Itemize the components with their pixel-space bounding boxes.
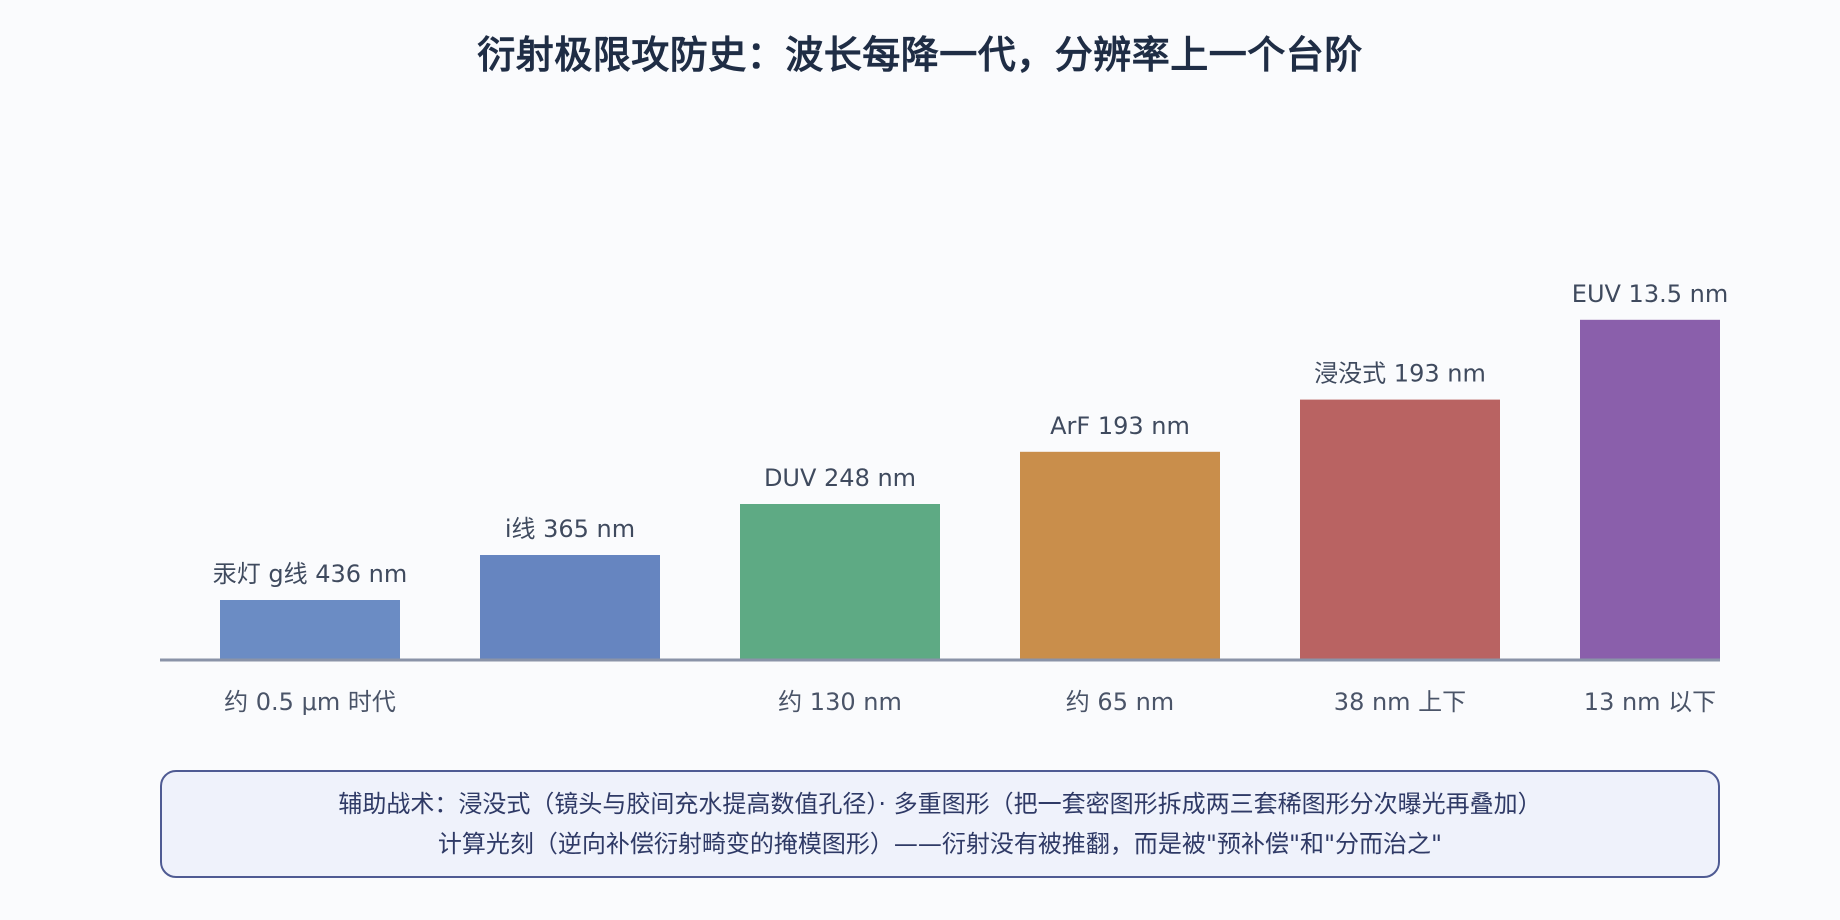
notes-box: 辅助战术：浸没式（镜头与胶间充水提高数值孔径）· 多重图形（把一套密图形拆成两三…: [160, 770, 1720, 878]
bar-label-4: ArF 193 nm: [1050, 412, 1190, 440]
bar-label-1: 汞灯 g线 436 nm: [213, 560, 408, 588]
bar-chart: 汞灯 g线 436 nm 约 0.5 μm 时代 i线 365 nm DUV 248 …: [160, 280, 1728, 716]
x-tick-label-6: 13 nm 以下: [1584, 688, 1716, 716]
bar-4: [1020, 451, 1220, 660]
bar-label-3: DUV 248 nm: [764, 464, 916, 492]
bar-5: [1300, 399, 1500, 660]
bar-6: [1580, 319, 1720, 660]
bar-label-2: i线 365 nm: [505, 515, 635, 543]
note-line-1: 辅助战术：浸没式（镜头与胶间充水提高数值孔径）· 多重图形（把一套密图形拆成两三…: [338, 790, 1542, 818]
x-tick-label-3: 约 130 nm: [778, 688, 902, 716]
note-line-2: 计算光刻（逆向补偿衍射畸变的掩模图形）——衍射没有被推翻，而是被"预补偿"和"分…: [437, 830, 1443, 858]
x-tick-label-1: 约 0.5 μm 时代: [224, 688, 396, 716]
x-tick-label-4: 约 65 nm: [1066, 688, 1174, 716]
bar-label-5: 浸没式 193 nm: [1314, 360, 1486, 388]
chart-title: 衍射极限攻防史：波长每降一代，分辨率上一个台阶: [477, 33, 1363, 77]
bar-2: [480, 555, 660, 660]
bar-3: [740, 504, 940, 660]
bar-label-6: EUV 13.5 nm: [1572, 280, 1728, 308]
x-tick-label-5: 38 nm 上下: [1334, 688, 1466, 716]
bar-1: [220, 600, 400, 660]
